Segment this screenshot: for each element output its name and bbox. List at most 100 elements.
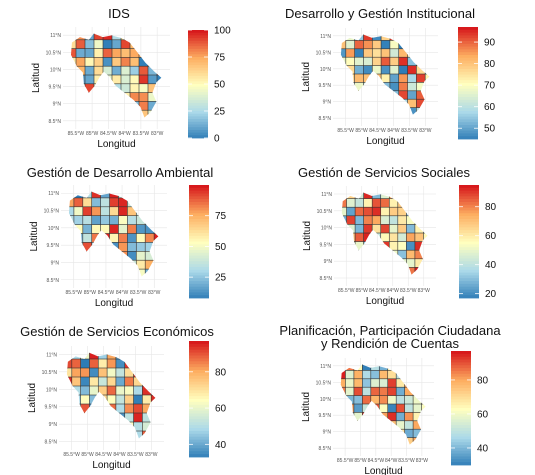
legend-swatch [189, 393, 209, 397]
legend-swatch [189, 292, 209, 296]
legend-swatch [451, 425, 471, 429]
canton-region [406, 241, 416, 251]
canton-region [153, 233, 159, 243]
canton-region [71, 376, 82, 387]
legend-swatch [188, 94, 208, 98]
canton-region [380, 224, 390, 234]
legend-swatch [189, 249, 209, 254]
legend-swatch [189, 244, 209, 248]
y-tick-label: 11°N [46, 352, 57, 358]
legend-swatch [458, 66, 478, 70]
canton-region [84, 65, 95, 76]
x-tick-label: 83.5°W [130, 290, 147, 296]
color-legend: 40 60 80 [189, 341, 227, 458]
legend-swatch [189, 238, 209, 242]
y-tick-label: 9°N [324, 259, 333, 265]
legend-swatch [459, 249, 479, 254]
y-tick-label: 11°N [321, 192, 332, 198]
legend-swatch [189, 190, 209, 194]
legend-swatch [189, 204, 209, 208]
legend-swatch [188, 43, 208, 47]
legend-swatch [459, 230, 479, 234]
legend-swatch [451, 382, 471, 386]
y-axis-label: Latitud [301, 62, 312, 92]
panel-title: Desarrollo y Gestión Institucional [285, 6, 475, 21]
y-tick-label: 8.5°N [318, 446, 331, 452]
legend-swatch [188, 132, 208, 136]
canton-region [371, 56, 382, 67]
canton-region [363, 198, 373, 208]
canton-region [395, 403, 406, 413]
x-tick-label: 83.5°W [401, 128, 418, 134]
canton-region [135, 242, 146, 252]
canton-region [135, 233, 146, 243]
legend-swatch [188, 30, 208, 34]
canton-region [362, 395, 372, 405]
canton-region [124, 385, 135, 396]
canton-region [118, 215, 128, 226]
canton-region [371, 206, 382, 217]
legend-swatch [188, 67, 208, 71]
y-tick-label: 10.5°N [42, 370, 58, 376]
canton-region [398, 73, 409, 83]
legend-swatch [458, 85, 478, 89]
canton-region [380, 48, 391, 58]
canton-region [75, 57, 86, 67]
legend-swatch [451, 353, 471, 358]
legend-swatch [188, 121, 208, 125]
legend-tick-label: 80 [485, 202, 497, 213]
y-tick-label: 8.5°N [319, 276, 332, 282]
legend-swatch [189, 247, 209, 251]
legend-swatch [458, 74, 478, 78]
canton-region [363, 206, 373, 217]
legend-swatch [189, 216, 209, 220]
legend-swatch [458, 77, 478, 81]
legend-swatch [459, 252, 479, 257]
y-tick-label: 9.5°N [318, 413, 331, 419]
panel-title: Gestión de Desarrollo Ambiental [27, 165, 214, 180]
canton-region [97, 376, 108, 387]
canton-region [89, 367, 99, 378]
legend-swatch [188, 62, 208, 66]
canton-region [111, 39, 122, 50]
legend-swatch [189, 430, 209, 435]
canton-region [380, 65, 391, 75]
canton-region [138, 74, 149, 85]
canton-region [389, 73, 400, 83]
canton-region [118, 206, 128, 217]
canton-region [363, 40, 373, 50]
canton-region [91, 215, 102, 226]
legend-swatch [451, 430, 471, 435]
canton-region [73, 206, 84, 217]
canton-region [100, 206, 111, 217]
legend-swatch [189, 275, 209, 279]
legend-swatch [189, 413, 209, 417]
map-panel-1: IDS 85.5°W 85°W 84.5°W 84°W 83.5°W 83°W 11°N 10.… [31, 6, 231, 150]
legend-swatch [189, 210, 209, 214]
legend-tick-label: 60 [484, 102, 496, 113]
canton-region [388, 224, 399, 234]
legend-swatch [189, 252, 209, 257]
legend-swatch [188, 84, 208, 88]
legend-tick-label: 100 [214, 26, 231, 37]
legend-swatch [189, 372, 209, 377]
legend-swatch [189, 193, 209, 197]
legend-swatch [458, 116, 478, 120]
canton-region [406, 232, 416, 243]
canton-region [115, 394, 126, 405]
canton-region [389, 65, 400, 75]
legend-swatch [188, 70, 208, 74]
legend-swatch [458, 125, 478, 129]
canton-region [380, 206, 390, 217]
legend-swatch [189, 370, 209, 374]
canton-region [120, 65, 131, 76]
canton-region [109, 197, 120, 208]
canton-region [109, 206, 120, 217]
legend-swatch [189, 286, 209, 290]
canton-region [387, 403, 397, 413]
canton-region [397, 232, 407, 243]
legend-tick-label: 90 [484, 38, 496, 49]
panel-title: IDS [108, 6, 130, 21]
canton-region [354, 224, 365, 234]
